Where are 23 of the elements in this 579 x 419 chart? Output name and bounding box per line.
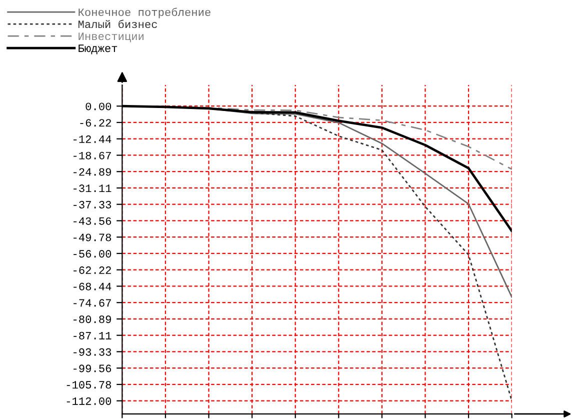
y-tick-label: -105.78 bbox=[66, 381, 112, 389]
y-tick-label: -99.56 bbox=[74, 364, 112, 372]
y-tick-label: -37.33 bbox=[74, 200, 112, 208]
y-tick-label: -18.67 bbox=[74, 152, 111, 160]
text: Малый бизнес bbox=[78, 20, 157, 28]
y-tick-label: -49.78 bbox=[74, 234, 112, 242]
y-tick-label: -93.33 bbox=[74, 348, 112, 356]
y-tick-label: -6.22 bbox=[80, 119, 111, 127]
text: Инвестиции bbox=[78, 32, 144, 42]
y-tick-label: -56.00 bbox=[74, 250, 112, 258]
y-tick-label: -43.56 bbox=[74, 217, 112, 225]
y-tick-label: -80.89 bbox=[74, 316, 111, 324]
y-tick-label: -68.44 bbox=[74, 282, 112, 290]
text: Бюджет bbox=[78, 44, 118, 54]
y-tick-label: -62.22 bbox=[74, 266, 111, 274]
y-tick-label: -87.11 bbox=[74, 332, 112, 340]
text: Конечное потребление bbox=[78, 8, 210, 18]
y-tick-label: -12.44 bbox=[74, 135, 112, 143]
y-tick-label: 0.00 bbox=[86, 102, 112, 110]
y-tick-label: -31.11 bbox=[74, 184, 112, 192]
y-tick-label: -24.89 bbox=[74, 168, 111, 176]
y-tick-label: -112.00 bbox=[66, 397, 112, 405]
y-tick-label: -74.67 bbox=[74, 299, 111, 307]
